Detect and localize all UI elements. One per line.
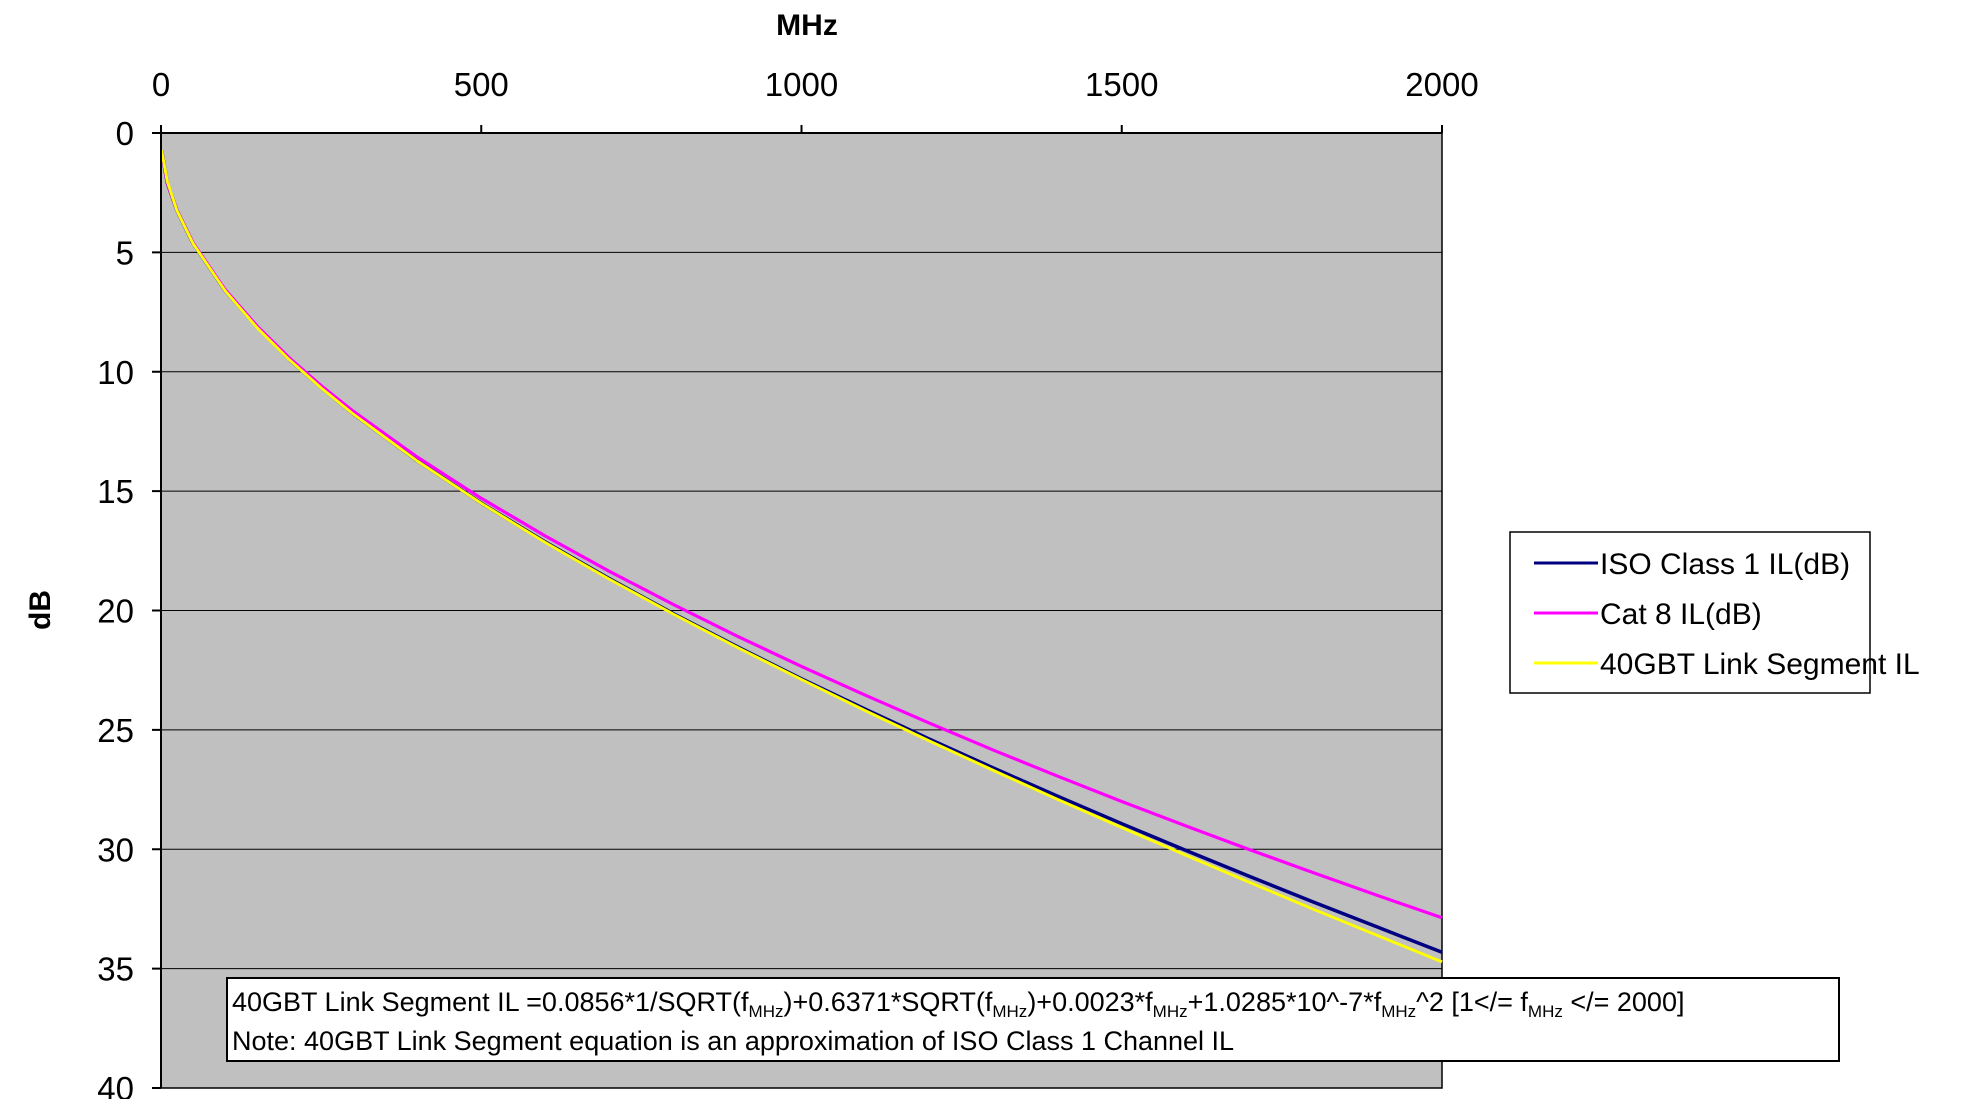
legend-label: Cat 8 IL(dB) [1600,598,1762,631]
annotation-part-d: +1.0285*10^-7*f [1188,987,1382,1017]
annotation-part-c: )+0.0023*f [1027,987,1153,1017]
x-tick-label: 0 [152,66,170,103]
y-tick-label: 15 [97,473,134,510]
series-lines [159,149,1443,964]
x-axis-title: MHz [776,9,838,42]
annotation-part-b: )+0.6371*SQRT(f [784,987,993,1017]
y-tick-label: 5 [116,234,134,271]
y-tick-label: 10 [97,354,134,391]
x-tick-label: 500 [454,66,509,103]
y-tick-label: 30 [97,831,134,868]
legend-items: ISO Class 1 IL(dB) Cat 8 IL(dB) 40GBT Link… [1534,548,1920,681]
annotation-sub-1: MHz [749,1002,784,1021]
annotation-sub-5: MHz [1528,1002,1563,1021]
y-tick-label: 40 [97,1070,134,1099]
x-tick-label: 2000 [1405,66,1478,103]
y-tick-label: 20 [97,593,134,630]
annotation-line-1: 40GBT Link Segment IL =0.0856*1/SQRT(fMH… [232,987,1684,1021]
annotation-line-2: Note: 40GBT Link Segment equation is an … [232,1026,1234,1056]
annotation-part-f: </= 2000] [1563,987,1685,1017]
annotation-sub-2: MHz [992,1002,1027,1021]
annotation-box: 40GBT Link Segment IL =0.0856*1/SQRT(fMH… [226,977,1840,1062]
legend: ISO Class 1 IL(dB) Cat 8 IL(dB) 40GBT Link… [1509,531,1920,694]
grid-lines [161,251,1442,1089]
y-tick-label: 0 [116,115,134,152]
y-axis-title: dB [24,590,57,630]
legend-label: ISO Class 1 IL(dB) [1600,548,1850,581]
legend-label: 40GBT Link Segment IL [1600,648,1920,681]
x-ticks: 0 500 1000 1500 2000 [152,66,1479,133]
annotation-border [226,977,1840,1062]
annotation-sub-4: MHz [1381,1002,1416,1021]
x-tick-label: 1000 [765,66,838,103]
x-tick-label: 1500 [1085,66,1158,103]
annotation-part-a: 40GBT Link Segment IL =0.0856*1/SQRT(f [232,987,749,1017]
y-tick-label: 35 [97,951,134,988]
series-line [160,149,1443,964]
annotation-part-e: ^2 [1</= f [1416,987,1528,1017]
y-ticks: 0 5 10 15 20 25 30 35 40 [97,115,161,1104]
annotation-sub-3: MHz [1153,1002,1188,1021]
y-tick-label: 25 [97,712,134,749]
